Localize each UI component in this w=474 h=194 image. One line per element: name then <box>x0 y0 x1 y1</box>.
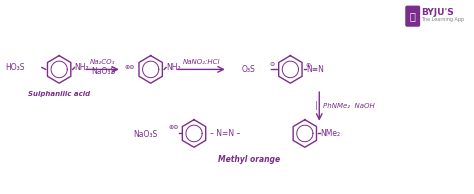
Text: NMe₂: NMe₂ <box>320 129 340 138</box>
Text: ⊕⊖: ⊕⊖ <box>168 125 179 130</box>
Text: O₃S: O₃S <box>242 65 255 74</box>
Text: PhNMe₂  NaOH: PhNMe₂ NaOH <box>323 103 375 109</box>
Text: – N=N –: – N=N – <box>210 129 241 138</box>
Text: NaNO₂:HCl: NaNO₂:HCl <box>182 59 220 65</box>
Text: HO₃S: HO₃S <box>5 63 25 72</box>
Text: Sulphanilic acid: Sulphanilic acid <box>28 91 90 97</box>
Text: ⊖: ⊖ <box>270 62 275 67</box>
Text: The Learning App: The Learning App <box>421 17 465 22</box>
FancyBboxPatch shape <box>406 6 419 26</box>
Text: 📱: 📱 <box>410 11 416 21</box>
Text: NH₂: NH₂ <box>166 63 181 72</box>
Text: NaO₃S: NaO₃S <box>92 67 116 76</box>
Text: Na₂CO₃: Na₂CO₃ <box>90 59 115 65</box>
Text: ⊕⊖: ⊕⊖ <box>125 65 135 70</box>
Text: N≡N: N≡N <box>306 65 324 74</box>
Text: NH₂: NH₂ <box>74 63 89 72</box>
Text: Methyl orange: Methyl orange <box>219 155 281 164</box>
Text: NaO₃S: NaO₃S <box>133 130 157 139</box>
Text: ⊕: ⊕ <box>306 63 311 68</box>
FancyBboxPatch shape <box>404 3 461 29</box>
Text: |: | <box>315 101 317 110</box>
Text: BYJU'S: BYJU'S <box>421 8 454 17</box>
